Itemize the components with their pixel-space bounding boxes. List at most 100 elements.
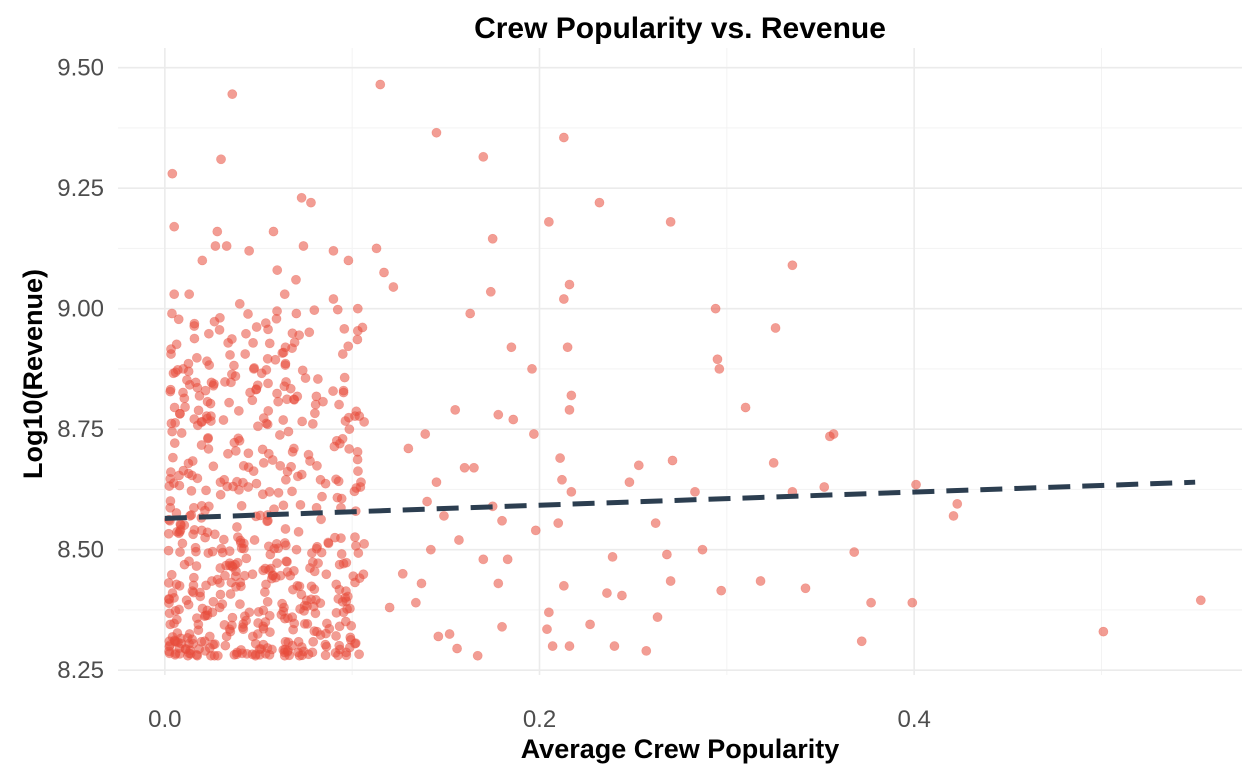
data-point: [278, 415, 289, 425]
data-point: [208, 380, 219, 391]
data-point: [243, 309, 253, 319]
data-point: [261, 364, 272, 375]
data-point: [558, 294, 569, 304]
data-point: [168, 478, 179, 489]
data-point: [167, 308, 177, 319]
data-point: [252, 380, 263, 391]
data-point: [186, 485, 197, 496]
data-point: [268, 226, 279, 237]
data-point: [188, 502, 199, 513]
data-point: [193, 619, 204, 630]
data-point: [497, 621, 507, 632]
data-point: [292, 580, 303, 591]
data-point: [184, 638, 194, 649]
data-point: [183, 358, 194, 369]
data-point: [281, 556, 292, 567]
data-point: [248, 337, 258, 348]
data-point: [508, 414, 519, 425]
data-point: [287, 328, 298, 339]
data-point: [305, 456, 315, 466]
data-point: [289, 565, 299, 576]
data-point: [714, 364, 725, 374]
data-point: [566, 390, 577, 401]
data-point: [271, 313, 282, 324]
data-point: [272, 388, 282, 399]
data-point: [255, 510, 266, 521]
y-tick-label: 9.50: [57, 55, 104, 82]
y-tick-label: 8.75: [57, 416, 104, 443]
data-point: [240, 349, 251, 359]
data-point: [308, 601, 319, 612]
data-point: [209, 639, 220, 650]
data-point: [182, 375, 192, 385]
data-point: [311, 391, 322, 402]
data-point: [331, 631, 341, 641]
data-point: [247, 649, 258, 660]
data-point: [316, 547, 327, 558]
data-point: [564, 279, 575, 290]
data-point: [202, 396, 213, 407]
data-point: [163, 545, 174, 556]
data-point: [306, 197, 316, 208]
data-point: [267, 570, 278, 581]
data-point: [312, 374, 323, 384]
data-point: [190, 542, 201, 553]
data-point: [238, 619, 249, 629]
data-point: [354, 649, 364, 660]
data-point: [252, 629, 263, 639]
data-point: [218, 534, 229, 545]
data-point: [280, 474, 291, 485]
data-point: [856, 636, 867, 647]
data-point: [260, 563, 271, 574]
data-point: [819, 482, 830, 492]
data-point: [485, 286, 496, 297]
data-point: [174, 408, 185, 419]
data-point: [180, 402, 190, 412]
data-point: [249, 535, 260, 545]
data-point: [170, 605, 181, 616]
data-point: [487, 233, 498, 244]
data-point: [343, 255, 354, 266]
data-point: [244, 245, 255, 256]
data-point: [497, 515, 507, 526]
data-point: [167, 168, 178, 179]
data-point: [292, 391, 303, 402]
data-point: [283, 645, 293, 656]
data-point: [594, 197, 605, 208]
data-point: [203, 328, 214, 339]
data-point: [214, 324, 225, 335]
data-point: [650, 518, 661, 529]
data-point: [697, 544, 708, 555]
data-point: [328, 245, 339, 256]
data-point: [188, 580, 199, 591]
data-point: [261, 579, 271, 590]
y-tick-label: 9.00: [57, 296, 104, 323]
data-point: [258, 458, 269, 468]
data-point: [330, 532, 340, 543]
data-point: [209, 529, 220, 540]
data-point: [229, 360, 239, 371]
data-point: [338, 385, 349, 396]
data-point: [770, 323, 781, 333]
data-point: [203, 433, 213, 444]
data-point: [232, 476, 242, 487]
data-point: [239, 570, 250, 581]
data-point: [333, 476, 344, 487]
data-point: [309, 566, 320, 577]
data-point: [262, 419, 273, 430]
data-point: [530, 525, 541, 536]
data-point: [165, 619, 176, 630]
data-point: [444, 629, 455, 639]
data-point: [289, 618, 300, 629]
data-point: [661, 549, 672, 560]
data-point: [165, 384, 176, 395]
data-point: [202, 413, 213, 424]
data-point: [502, 554, 513, 565]
data-point: [425, 544, 436, 555]
data-point: [297, 365, 308, 376]
data-point: [212, 226, 223, 237]
data-point: [224, 558, 235, 569]
data-point: [306, 581, 317, 592]
data-point: [167, 588, 178, 598]
data-point: [553, 518, 564, 529]
